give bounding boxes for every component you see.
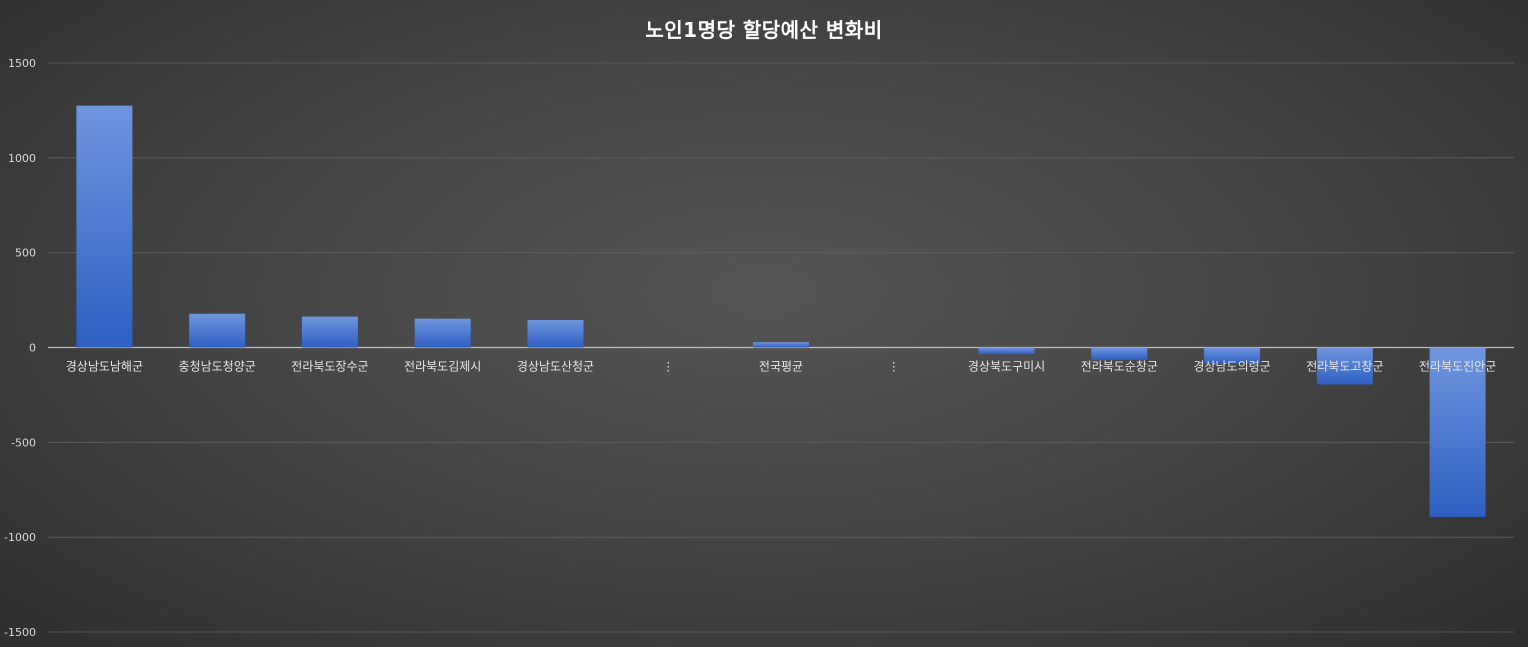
- bar: [1091, 347, 1148, 360]
- bar: [189, 313, 246, 348]
- y-tick-label: -500: [11, 436, 36, 449]
- bar: [76, 105, 133, 348]
- bars: [76, 105, 1486, 517]
- x-category-label: 전라북도진안군: [1419, 360, 1496, 374]
- bar: [1316, 347, 1373, 385]
- category-labels: 경상남도남해군 충청남도청양군 전라북도장수군 전라북도김제시 경상남도산청군 ⋮ 전국평균…: [66, 360, 1497, 374]
- chart-title: 노인1명당 할당예산 변화비: [645, 18, 883, 42]
- bar: [301, 316, 358, 348]
- bar: [414, 318, 471, 348]
- x-category-label: 경상남도산청군: [517, 360, 594, 374]
- x-category-label: 충청남도청양군: [179, 360, 256, 374]
- x-category-label: 전라북도순창군: [1081, 360, 1158, 374]
- x-category-label: 전국평균: [759, 360, 803, 374]
- bar: [978, 347, 1035, 355]
- y-tick-label: 1000: [8, 152, 36, 165]
- x-category-label: 경상북도구미시: [968, 360, 1045, 374]
- bar: [1429, 347, 1486, 517]
- y-tick-label: 1500: [8, 57, 36, 70]
- bar: [527, 319, 584, 348]
- x-category-label: ⋮: [662, 360, 674, 374]
- bar: [1204, 347, 1261, 364]
- x-category-label: ⋮: [888, 360, 900, 374]
- y-tick-label: -1500: [4, 626, 36, 639]
- y-tick-label: -1000: [4, 531, 36, 544]
- x-category-label: 경상남도의령군: [1193, 360, 1270, 374]
- x-category-label: 경상남도남해군: [66, 360, 143, 374]
- x-category-label: 전라북도고창군: [1306, 360, 1383, 374]
- x-category-label: 전라북도장수군: [291, 360, 368, 374]
- x-category-label: 전라북도김제시: [404, 360, 481, 374]
- y-tick-label: 0: [29, 342, 36, 355]
- bar: [753, 342, 809, 348]
- y-tick-label: 500: [15, 247, 36, 260]
- y-axis: -1500 -1000 -500 0 500 1000 1500: [4, 57, 36, 639]
